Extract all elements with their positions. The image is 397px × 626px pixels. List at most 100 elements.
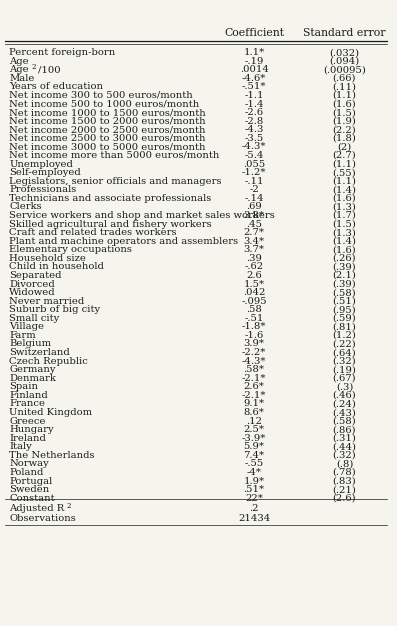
Text: -1.2*: -1.2* [242,168,266,177]
Text: .58: .58 [246,305,262,314]
Text: 2: 2 [67,502,71,510]
Text: .0014: .0014 [240,65,268,74]
Text: 2.6: 2.6 [246,271,262,280]
Text: (.32): (.32) [333,357,357,366]
Text: -2.6: -2.6 [245,108,264,117]
Text: Household size: Household size [9,254,86,263]
Text: Separated: Separated [9,271,62,280]
Text: Village: Village [9,322,44,331]
Text: 22*: 22* [245,494,263,503]
Text: (1.6): (1.6) [333,100,357,108]
Text: 3.4*: 3.4* [243,237,265,245]
Text: (1.6): (1.6) [333,194,357,203]
Text: 9.1*: 9.1* [243,399,265,409]
Text: -2.1*: -2.1* [242,374,266,382]
Text: (.78): (.78) [333,468,357,477]
Text: Small city: Small city [9,314,60,323]
Text: -.19: -.19 [244,57,264,66]
Text: .51*: .51* [243,485,265,494]
Text: (.3): (.3) [336,382,353,391]
Text: -2.8: -2.8 [245,116,264,126]
Text: .69: .69 [246,202,262,212]
Text: Net income 300 to 500 euros/month: Net income 300 to 500 euros/month [9,91,193,100]
Text: Net income 1000 to 1500 euros/month: Net income 1000 to 1500 euros/month [9,108,206,117]
Text: 3.9*: 3.9* [243,339,264,349]
Text: (1.1): (1.1) [333,91,357,100]
Text: Hungary: Hungary [9,425,54,434]
Text: 1.9*: 1.9* [243,476,265,486]
Text: (.21): (.21) [333,485,357,494]
Text: (1.3): (1.3) [333,202,357,212]
Text: -4*: -4* [247,468,262,477]
Text: Italy: Italy [9,443,32,451]
Text: Ireland: Ireland [9,434,46,443]
Text: (.55): (.55) [333,168,357,177]
Text: (.46): (.46) [333,391,357,400]
Text: 2.6*: 2.6* [244,382,264,391]
Text: (1.1): (1.1) [333,160,357,168]
Text: (.39): (.39) [333,262,357,271]
Text: 1.1*: 1.1* [243,48,265,57]
Text: Technicians and associate professionals: Technicians and associate professionals [9,194,212,203]
Text: Spain: Spain [9,382,38,391]
Text: (.44): (.44) [333,443,357,451]
Text: -1.6: -1.6 [245,331,264,340]
Text: -4.3*: -4.3* [242,142,266,151]
Text: Plant and machine operators and assemblers: Plant and machine operators and assemble… [9,237,238,245]
Text: (.58): (.58) [333,417,357,426]
Text: Unemployed: Unemployed [9,160,73,168]
Text: (.032): (.032) [330,48,360,57]
Text: (.58): (.58) [333,288,357,297]
Text: Net income 2000 to 2500 euros/month: Net income 2000 to 2500 euros/month [9,125,206,134]
Text: Never married: Never married [9,297,85,305]
Text: France: France [9,399,45,409]
Text: (.24): (.24) [333,399,357,409]
Text: Clerks: Clerks [9,202,42,212]
Text: (.19): (.19) [333,365,357,374]
Text: (2.6): (2.6) [333,494,356,503]
Text: 2.7*: 2.7* [243,228,264,237]
Text: Service workers and shop and market sales workers: Service workers and shop and market sale… [9,211,275,220]
Text: .45: .45 [246,220,262,228]
Text: Norway: Norway [9,459,49,468]
Text: (.31): (.31) [333,434,357,443]
Text: -.095: -.095 [241,297,267,305]
Text: -3.9*: -3.9* [242,434,266,443]
Text: (1.1): (1.1) [333,177,357,186]
Text: (.8): (.8) [336,459,353,468]
Text: (.51): (.51) [333,297,357,305]
Text: (1.5): (1.5) [333,220,357,228]
Text: (.67): (.67) [333,374,356,382]
Text: (.95): (.95) [333,305,357,314]
Text: Divorced: Divorced [9,279,55,289]
Text: Farm: Farm [9,331,36,340]
Text: (1.4): (1.4) [333,237,357,245]
Text: Constant: Constant [9,494,55,503]
Text: -1.4: -1.4 [244,100,264,108]
Text: (1.5): (1.5) [333,108,357,117]
Text: Greece: Greece [9,417,46,426]
Text: 2.5*: 2.5* [243,425,264,434]
Text: (1.2): (1.2) [333,331,357,340]
Text: 1.5*: 1.5* [243,279,265,289]
Text: (.22): (.22) [333,339,357,349]
Text: (.59): (.59) [333,314,357,323]
Text: (.81): (.81) [333,322,357,331]
Text: Belgium: Belgium [9,339,51,349]
Text: (.00095): (.00095) [323,65,366,74]
Text: .12: .12 [246,417,262,426]
Text: 8.6*: 8.6* [244,408,264,417]
Text: Net income 500 to 1000 euros/month: Net income 500 to 1000 euros/month [9,100,199,108]
Text: Adjusted R: Adjusted R [9,504,64,513]
Text: (.86): (.86) [333,425,356,434]
Text: Percent foreign-born: Percent foreign-born [9,48,116,57]
Text: Child in household: Child in household [9,262,104,271]
Text: (1.6): (1.6) [333,245,357,254]
Text: -.51*: -.51* [242,83,266,91]
Text: 5.9*: 5.9* [243,443,264,451]
Text: (.094): (.094) [330,57,360,66]
Text: (.39): (.39) [333,279,357,289]
Text: (1.4): (1.4) [333,185,357,194]
Text: (.64): (.64) [333,348,357,357]
Text: .39: .39 [246,254,262,263]
